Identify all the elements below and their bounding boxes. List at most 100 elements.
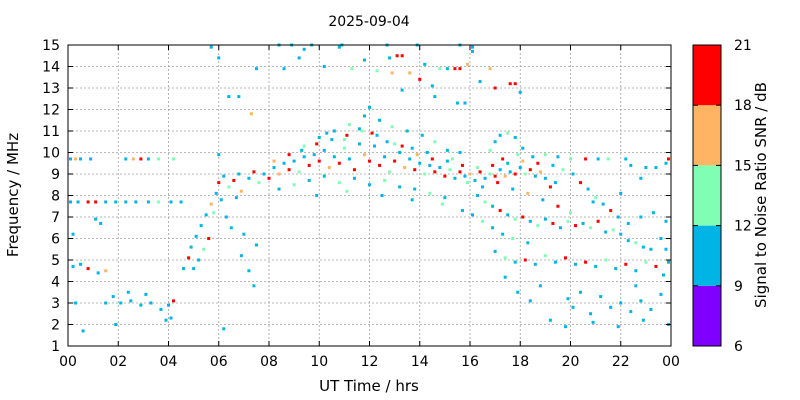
snr-point <box>478 170 482 174</box>
snr-point <box>639 176 643 180</box>
snr-point <box>586 187 590 191</box>
snr-point <box>664 161 668 165</box>
snr-point <box>302 144 306 148</box>
snr-point <box>458 170 462 174</box>
snr-point <box>594 264 598 268</box>
colorbar-tick-label: 6 <box>734 339 743 355</box>
snr-point <box>420 133 424 137</box>
snr-point <box>272 166 276 170</box>
snr-point <box>430 157 434 161</box>
snr-point <box>352 168 356 172</box>
y-tick-label: 7 <box>51 210 60 226</box>
snr-point <box>558 226 562 230</box>
snr-point <box>187 256 191 260</box>
snr-point <box>232 178 236 182</box>
snr-point <box>433 95 437 99</box>
snr-point <box>616 215 620 219</box>
snr-point <box>156 157 160 161</box>
snr-point <box>345 189 349 193</box>
snr-point <box>563 256 567 260</box>
snr-point <box>360 129 364 133</box>
snr-point <box>503 174 507 178</box>
snr-point <box>563 325 567 329</box>
snr-point <box>641 318 645 322</box>
snr-point <box>378 163 382 167</box>
snr-point <box>511 237 515 240</box>
colorbar-band <box>693 105 721 166</box>
snr-point <box>498 209 502 213</box>
snr-point <box>581 221 585 225</box>
snr-point <box>551 163 555 167</box>
y-tick-label: 9 <box>51 167 60 183</box>
snr-point <box>234 196 238 200</box>
snr-point <box>398 151 402 154</box>
snr-point <box>606 157 610 161</box>
snr-point <box>443 174 447 178</box>
snr-point <box>332 155 336 159</box>
snr-point <box>302 47 306 51</box>
colorbar-tick-label: 12 <box>734 219 752 235</box>
snr-point <box>325 131 329 135</box>
colorbar-band <box>693 45 721 106</box>
snr-point <box>445 159 449 163</box>
snr-point <box>503 256 507 260</box>
snr-point <box>297 56 301 60</box>
snr-point <box>506 131 510 135</box>
snr-point <box>556 204 560 208</box>
snr-point <box>388 56 392 60</box>
snr-point <box>383 155 387 159</box>
snr-point <box>237 172 241 176</box>
snr-point <box>164 318 168 322</box>
snr-point <box>476 166 480 170</box>
snr-point <box>400 88 404 92</box>
y-tick-label: 4 <box>51 275 60 291</box>
snr-point <box>69 200 73 204</box>
colorbar-label: Signal to Noise Ratio SNR / dB <box>752 82 770 308</box>
snr-point <box>488 148 492 152</box>
snr-point <box>619 232 623 236</box>
snr-point <box>591 200 595 204</box>
snr-point <box>217 56 221 60</box>
snr-point <box>111 295 115 299</box>
colorbar-frame <box>692 44 722 347</box>
snr-point <box>277 172 281 176</box>
snr-point <box>337 45 341 49</box>
colorbar-tick-label: 9 <box>734 279 743 295</box>
snr-point <box>498 133 502 137</box>
x-tick-label: 00 <box>59 354 77 370</box>
snr-point <box>400 54 404 58</box>
snr-point <box>450 157 454 161</box>
snr-point <box>297 170 301 174</box>
x-tick-label: 18 <box>511 354 529 370</box>
snr-point <box>222 174 226 178</box>
snr-point <box>337 161 341 165</box>
snr-point <box>634 241 638 245</box>
snr-point <box>86 267 90 271</box>
snr-point <box>614 267 618 271</box>
snr-point <box>518 166 522 170</box>
snr-point <box>649 307 653 311</box>
snr-point <box>503 275 507 279</box>
snr-point <box>390 125 394 129</box>
y-tick-label: 13 <box>42 81 60 97</box>
snr-point <box>398 185 402 189</box>
snr-point <box>282 161 286 165</box>
snr-point <box>569 157 572 161</box>
snr-point <box>144 292 148 296</box>
snr-point <box>528 299 532 303</box>
y-tick-label: 11 <box>42 124 60 140</box>
snr-point <box>317 159 321 163</box>
snr-point <box>649 247 653 251</box>
snr-point <box>212 211 216 215</box>
snr-point <box>247 176 251 180</box>
snr-point <box>604 230 608 234</box>
snr-point <box>468 172 472 176</box>
snr-point <box>139 303 143 307</box>
snr-point <box>292 183 296 187</box>
snr-point <box>538 284 542 288</box>
snr-point <box>471 49 475 53</box>
snr-point <box>589 312 593 316</box>
snr-point <box>79 262 83 266</box>
snr-point <box>488 172 492 176</box>
snr-point <box>224 215 228 219</box>
